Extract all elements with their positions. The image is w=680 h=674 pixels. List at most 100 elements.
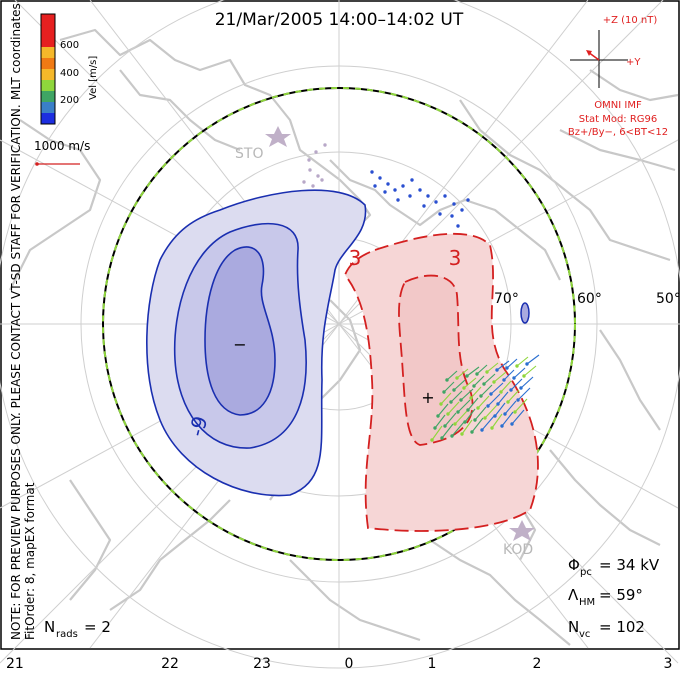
imf-source: OMNI IMF — [594, 100, 642, 111]
mlt-tick: 2 — [533, 656, 542, 672]
stat-nrads-symbol: N — [44, 618, 55, 636]
vector-line — [491, 413, 503, 429]
imf-z-label: +Z (10 nT) — [603, 15, 658, 26]
vector-line — [504, 400, 517, 415]
vector-point — [483, 416, 487, 420]
stat-n-vc: N vc = 102 — [568, 618, 645, 640]
vector-line — [434, 414, 446, 429]
vector-point — [434, 200, 438, 204]
vector-point — [401, 184, 405, 188]
stat-nvc-value: = 102 — [599, 618, 645, 636]
stat-phi-pc: Φ pc = 34 kV — [568, 556, 660, 578]
negative-potential-cell: − -9 — [146, 189, 367, 497]
vector-line — [513, 367, 526, 379]
vector-point — [469, 396, 473, 400]
vector-line — [473, 375, 485, 387]
vector-point — [505, 366, 509, 370]
vector-point — [323, 143, 327, 147]
mlt-tick: 1 — [428, 656, 437, 672]
positive-contour-label-left: 3 — [349, 246, 362, 270]
vector-line — [454, 410, 468, 425]
vector-point — [486, 404, 490, 408]
vector-line — [480, 384, 493, 397]
vector-point — [493, 414, 497, 418]
vector-point — [383, 190, 387, 194]
vector-line — [437, 403, 449, 417]
vector-line — [516, 356, 529, 367]
colorbar-tick-600: 600 — [60, 40, 79, 51]
vector-line — [506, 358, 518, 369]
hm-boundary-green — [102, 87, 576, 561]
vector-point — [470, 430, 474, 434]
vector-point — [450, 214, 454, 218]
vector-line — [444, 412, 457, 427]
vector-point — [515, 364, 519, 368]
vector-point — [512, 376, 516, 380]
latitude-label-60: 60° — [577, 291, 602, 307]
vector-point — [370, 170, 374, 174]
vector-point — [308, 168, 312, 172]
vector-point — [455, 376, 459, 380]
vector-point — [465, 374, 469, 378]
vector-point — [396, 198, 400, 202]
vector-point — [450, 434, 454, 438]
stat-nrads-value: = 2 — [84, 618, 111, 636]
vector-line — [441, 423, 454, 439]
stat-lambda-sub: HM — [579, 597, 595, 608]
vector-scale-label: 1000 m/s — [34, 139, 90, 153]
vector-point — [495, 368, 499, 372]
vector-line — [496, 360, 510, 371]
vector-line — [493, 371, 507, 383]
potential-min-marker: − — [233, 335, 246, 354]
vector-point — [446, 412, 450, 416]
vector-point — [410, 178, 414, 182]
vector-line — [481, 415, 495, 431]
vector-line — [447, 401, 460, 415]
station-kod: KOD — [503, 520, 535, 558]
vector-point — [430, 438, 434, 442]
vector-line — [446, 370, 458, 381]
vector-point — [509, 388, 513, 392]
vector-line — [431, 425, 443, 441]
vector-point — [475, 372, 479, 376]
vector-point — [503, 412, 507, 416]
vector-point — [490, 426, 494, 430]
mlt-tick: 21 — [6, 656, 24, 672]
vector-scale: 1000 m/s — [34, 139, 90, 166]
imf-y-label: +Y — [626, 57, 641, 68]
vector-point — [440, 436, 444, 440]
stat-nvc-sub: vc — [579, 629, 590, 640]
stat-phi-symbol: Φ — [568, 556, 580, 574]
vector-line — [526, 354, 540, 365]
positive-contour-label-right: 3 — [449, 246, 462, 270]
vector-point — [510, 422, 514, 426]
vector-line — [486, 362, 499, 373]
vector-point — [436, 414, 440, 418]
vector-point — [439, 402, 443, 406]
vector-point — [418, 188, 422, 192]
vector-point — [480, 428, 484, 432]
vector-line — [474, 406, 487, 421]
vector-point — [311, 184, 315, 188]
vector-point — [482, 382, 486, 386]
velocity-vectors — [302, 143, 540, 442]
vector-line — [450, 390, 463, 403]
vector-point — [492, 380, 496, 384]
vector-line — [466, 366, 480, 377]
vector-point — [519, 386, 523, 390]
small-negative-contour — [520, 302, 530, 324]
vector-point — [506, 400, 510, 404]
vector-line — [487, 393, 501, 407]
station-sto: STO — [235, 126, 291, 162]
vector-line — [467, 397, 479, 411]
latitude-label-50: 50° — [656, 291, 680, 307]
vector-line — [460, 388, 474, 401]
mlt-tick: 3 — [664, 656, 673, 672]
vector-point — [445, 378, 449, 382]
vector-point — [499, 390, 503, 394]
vector-point — [433, 426, 437, 430]
vector-point — [513, 410, 517, 414]
vector-point — [463, 420, 467, 424]
